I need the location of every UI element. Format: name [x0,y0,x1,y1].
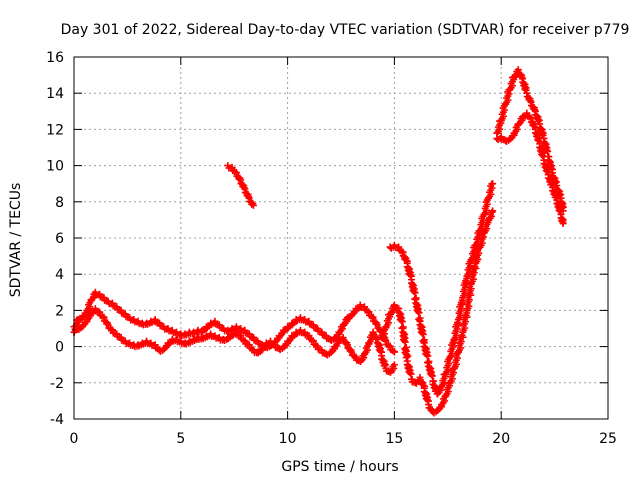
data-point [390,348,398,356]
data-point [423,351,431,359]
y-tick-label: -2 [50,376,64,392]
y-tick-label: -4 [50,412,64,428]
data-point [406,369,414,377]
y-axis-label: SDTVAR / TECUs [8,183,24,298]
y-tick-label: 0 [55,340,64,356]
data-point [424,352,432,360]
x-axis-label: GPS time / hours [281,459,398,475]
x-tick-label: 25 [599,431,617,447]
y-tick-label: 6 [55,231,64,247]
data-point [559,220,567,228]
data-point [411,289,419,297]
data-point [376,347,384,355]
y-tick-label: 10 [46,159,64,175]
x-tick-label: 20 [492,431,510,447]
data-point [419,330,427,338]
y-tick-label: 14 [46,86,64,102]
data-point [249,201,257,209]
y-tick-label: 12 [46,122,64,138]
data-point [401,338,409,346]
data-point [410,288,418,296]
x-tick-label: 15 [385,431,403,447]
data-point [534,136,542,144]
data-point [423,396,431,404]
data-point [415,309,423,317]
data-point [543,146,551,154]
axis-ticks: 0 5 10 15 20 25 -4 -2 0 2 4 6 8 10 12 14 16 [46,50,617,447]
data-point [400,337,408,345]
data-point [542,167,550,175]
data-point [427,371,435,379]
data-points [70,66,567,417]
data-point [402,354,410,362]
data-point [418,329,426,337]
x-tick-label: 10 [279,431,297,447]
y-tick-label: 4 [55,267,64,283]
data-point [538,130,546,138]
data-point [397,317,405,325]
data-point [489,180,497,188]
data-point [398,318,406,326]
y-tick-label: 16 [46,50,64,66]
y-tick-label: 8 [55,195,64,211]
y-tick-label: 2 [55,303,64,319]
data-point [539,152,547,160]
chart-title: Day 301 of 2022, Sidereal Day-to-day VTE… [61,22,630,38]
data-point [521,85,529,93]
data-point [406,271,414,279]
x-tick-label: 0 [70,431,79,447]
grid-lines [74,57,608,419]
x-tick-label: 5 [176,431,185,447]
data-point [547,164,555,172]
data-point [559,207,567,215]
data-point [489,207,497,215]
data-point [414,308,422,316]
data-point [390,361,398,369]
